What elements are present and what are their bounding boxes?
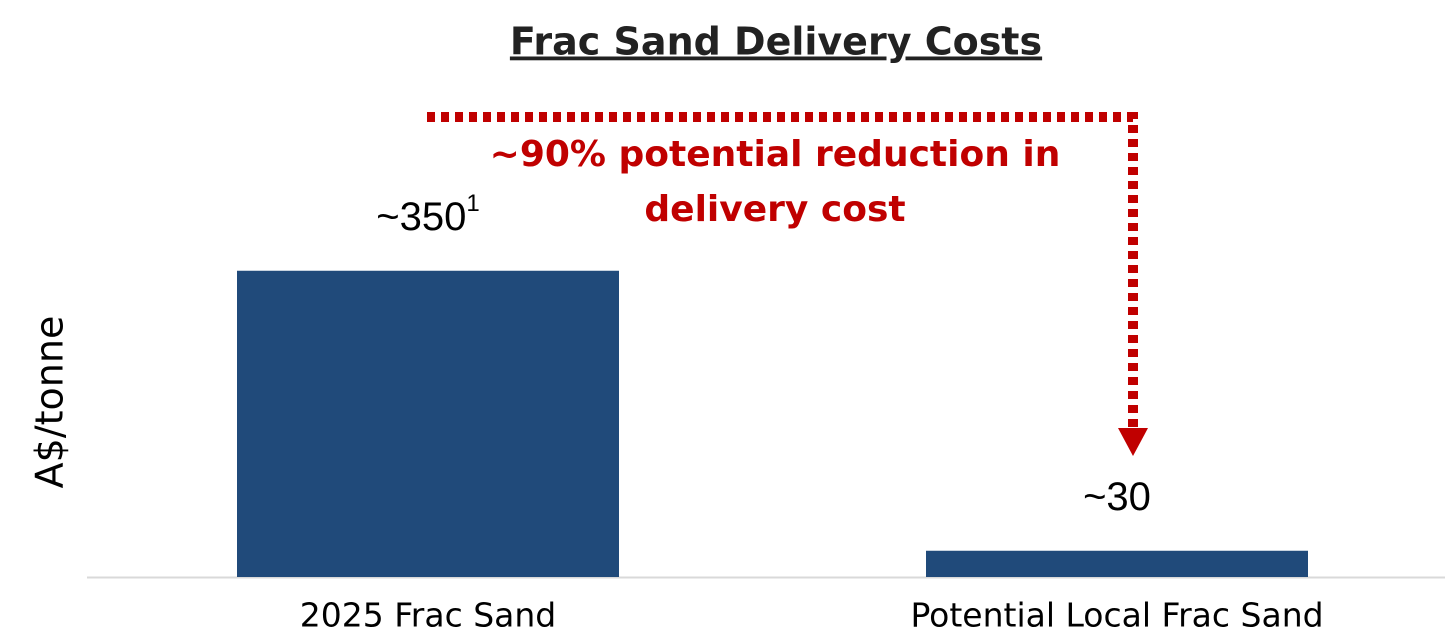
annotation-arrowhead xyxy=(1118,428,1148,456)
bar xyxy=(237,270,619,577)
annotation-arrow xyxy=(427,112,1138,430)
x-tick-label: Potential Local Frac Sand xyxy=(910,596,1323,635)
value-label: ~3501 xyxy=(376,190,479,238)
value-label-footnote: 1 xyxy=(466,190,479,217)
annotation-text: delivery cost xyxy=(644,189,905,230)
x-tick-label: 2025 Frac Sand xyxy=(300,596,557,635)
value-label: ~30 xyxy=(1083,474,1151,518)
y-axis-label: A$/tonne xyxy=(28,316,72,489)
value-label-text: ~30 xyxy=(1083,474,1151,518)
bar xyxy=(926,550,1308,577)
annotation-text: ~90% potential reduction in xyxy=(490,134,1061,175)
value-label-text: ~350 xyxy=(376,194,466,238)
chart-title: Frac Sand Delivery Costs xyxy=(510,20,1042,64)
